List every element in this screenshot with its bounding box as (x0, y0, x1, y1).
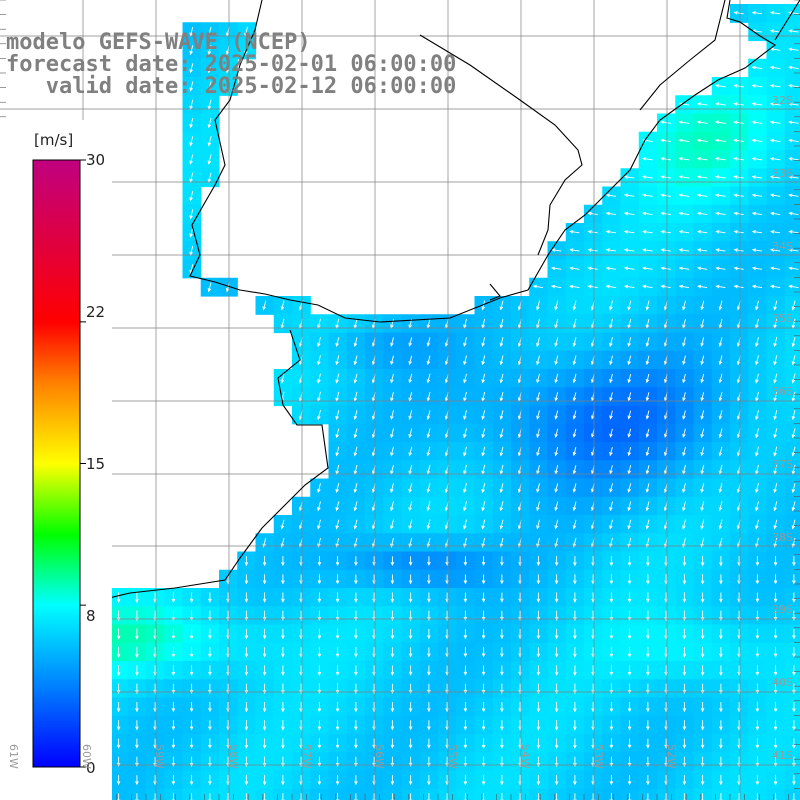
field-cell (784, 515, 800, 534)
field-cell (784, 478, 800, 498)
field-cell (784, 770, 800, 790)
field-cell (784, 788, 800, 800)
field-cell (784, 22, 800, 42)
lat-label: 40S (772, 676, 793, 689)
colorbar-ramp (32, 159, 81, 768)
lon-label: 58W (227, 744, 240, 769)
field-cell (784, 40, 800, 60)
field-cell (784, 405, 800, 425)
colorbar-unit: [m/s] (34, 131, 74, 149)
field-cell (784, 661, 800, 680)
field-cell (784, 569, 800, 589)
field-cell (784, 350, 800, 370)
field-cell (784, 624, 800, 644)
field-cell (784, 77, 800, 96)
field-cell (784, 95, 800, 115)
field-cell (784, 223, 800, 242)
lon-label: 56W (373, 744, 386, 769)
field-cell (784, 715, 800, 735)
field-cell (784, 460, 800, 480)
field-cell (784, 332, 800, 352)
field-cell (784, 496, 800, 516)
lon-label: 55W (446, 744, 459, 769)
field-cell (784, 551, 800, 571)
field-cell (784, 533, 800, 553)
field-cell (784, 588, 800, 607)
lon-label: 60W (80, 744, 93, 769)
lon-label: 61W (7, 744, 20, 769)
field-cell (784, 168, 800, 188)
field-cell (784, 697, 800, 717)
lat-label: 32S (772, 94, 793, 107)
field-cell (784, 423, 800, 443)
field-cell (784, 679, 800, 699)
field-cell (784, 606, 800, 626)
field-cell (784, 113, 800, 133)
field-cell (784, 642, 800, 662)
valid-date: valid date: 2025-02-12 06:00:00 (6, 74, 457, 99)
field-cell (784, 314, 800, 334)
lon-label: 54W (519, 744, 532, 769)
field-cell (784, 296, 800, 315)
field-cell (784, 241, 800, 261)
lat-label: 37S (772, 458, 793, 471)
field-cell (784, 259, 800, 279)
lat-label: 36S (772, 385, 793, 398)
lon-label: 52W (665, 744, 678, 769)
field-cell (784, 442, 800, 461)
field-cell (784, 369, 800, 388)
field-cell (784, 186, 800, 206)
lat-label: 38S (772, 531, 793, 544)
lon-label: 53W (592, 744, 605, 769)
lat-label: 41S (772, 749, 793, 762)
colorbar-tick-8: 8 (86, 607, 96, 625)
colorbar-tick-22: 22 (86, 303, 106, 321)
colorbar-tick-30: 30 (86, 151, 106, 169)
lat-label: 35S (772, 312, 793, 325)
lon-label: 59W (153, 744, 166, 769)
field-cell (784, 150, 800, 169)
wind-speed-field (0, 4, 800, 800)
lat-label: 33S (772, 167, 793, 180)
lat-label: 34S (772, 240, 793, 253)
lon-label: 57W (300, 744, 313, 769)
colorbar-tick-15: 15 (86, 455, 106, 473)
field-cell (784, 387, 800, 407)
lat-label: 39S (772, 603, 793, 616)
